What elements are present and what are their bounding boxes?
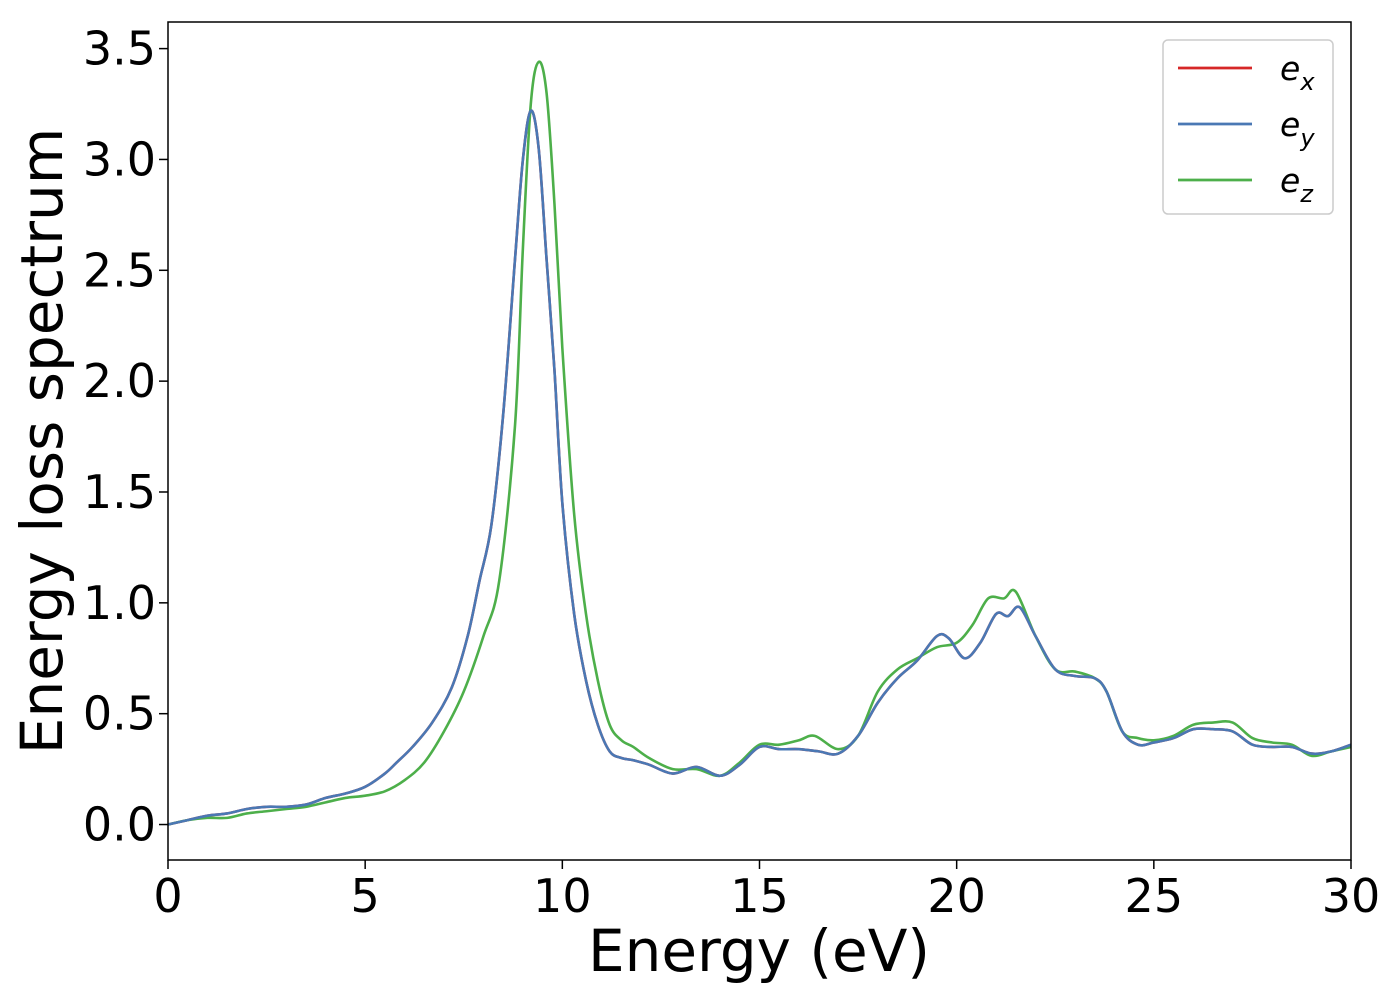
series-layer <box>167 60 1352 826</box>
x-tick-label: 20 <box>927 869 986 923</box>
y-tick-label: 3.5 <box>83 22 156 76</box>
legend-label-base: e <box>1280 161 1300 200</box>
y-axis-label: Energy loss spectrum <box>8 128 76 754</box>
x-tick-label: 15 <box>730 869 789 923</box>
plot-frame <box>168 22 1351 860</box>
x-tick-label: 25 <box>1125 869 1184 923</box>
x-axis: 0 5 10 15 20 25 30 <box>153 860 1380 923</box>
y-tick-label: 0.5 <box>83 687 156 741</box>
legend-label-subscript: y <box>1299 124 1315 152</box>
y-tick-label: 3.0 <box>83 132 156 186</box>
x-tick-label: 5 <box>351 869 380 923</box>
legend-label-subscript: x <box>1299 68 1315 96</box>
x-tick-label: 10 <box>533 869 592 923</box>
y-tick-label: 1.0 <box>83 576 156 630</box>
plot-area <box>167 21 1352 861</box>
x-tick-label: 0 <box>153 869 182 923</box>
x-tick-label: 30 <box>1322 869 1381 923</box>
legend-label-subscript: z <box>1299 180 1314 208</box>
x-axis-label: Energy (eV) <box>588 917 930 985</box>
series-line-ey <box>167 109 1352 826</box>
legend-label: ey <box>1280 105 1315 152</box>
legend-label-base: e <box>1280 105 1300 144</box>
y-axis: 0.0 0.5 1.0 1.5 2.0 2.5 3.0 3.5 <box>83 22 168 852</box>
y-tick-label: 2.5 <box>83 243 156 297</box>
legend-label-base: e <box>1280 49 1300 88</box>
legend-label: ex <box>1280 49 1315 96</box>
legend-box <box>1162 39 1334 215</box>
y-tick-label: 0.0 <box>83 798 156 852</box>
y-tick-label: 2.0 <box>83 354 156 408</box>
y-tick-label: 1.5 <box>83 465 156 519</box>
legend-label: ez <box>1280 161 1314 208</box>
